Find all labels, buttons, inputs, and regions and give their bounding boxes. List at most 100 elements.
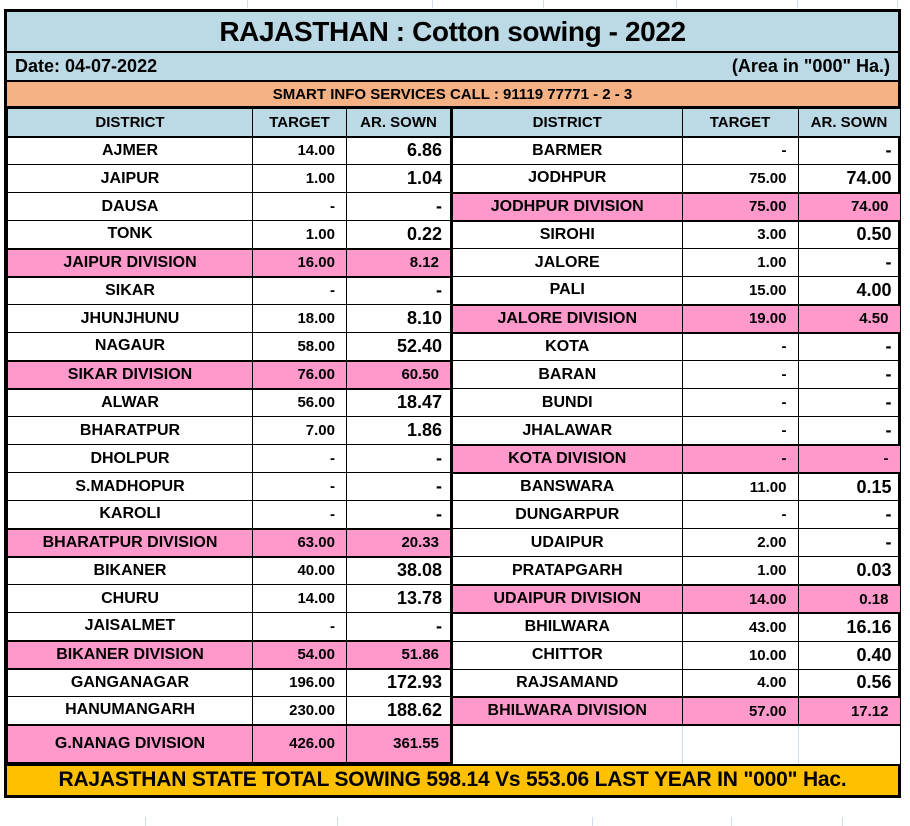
- area-sown-cell: -: [797, 360, 901, 390]
- target-cell: [681, 725, 798, 764]
- right-table: DISTRICT TARGET AR. SOWN BARMER - - JODHPUR…: [451, 108, 901, 764]
- district-row: CHURU 14.00 13.78: [7, 584, 451, 613]
- target-cell: 63.00: [252, 527, 347, 558]
- district-cell: JALORE: [451, 248, 683, 278]
- area-sown-cell: 60.50: [346, 359, 451, 390]
- sheet-gridline: [731, 817, 732, 826]
- district-row: CHITTOR 10.00 0.40: [451, 640, 901, 670]
- target-cell: 15.00: [681, 276, 799, 306]
- target-cell: 7.00: [252, 416, 347, 445]
- area-sown-cell: 13.78: [346, 584, 451, 613]
- district-row: KOTA - -: [451, 332, 901, 362]
- target-cell: 1.00: [681, 556, 799, 586]
- district-row: JODHPUR 75.00 74.00: [451, 164, 901, 194]
- tables-container: DISTRICT TARGET AR. SOWN AJMER 14.00 6.86 J…: [7, 108, 901, 764]
- district-cell: SIKAR DIVISION: [7, 359, 253, 390]
- report-date: Date: 04-07-2022: [15, 56, 158, 76]
- district-cell: HANUMANGARH: [7, 696, 253, 725]
- area-sown-cell: -: [346, 192, 451, 221]
- left-table-body: AJMER 14.00 6.86 JAIPUR 1.00 1.04 DAUSA - - TONK 1…: [7, 136, 451, 764]
- district-row: SIROHI 3.00 0.50: [451, 220, 901, 250]
- area-sown-cell: -: [346, 444, 451, 473]
- division-total-row: BIKANER DIVISION 54.00 51.86: [7, 639, 451, 670]
- target-cell: 3.00: [681, 220, 799, 250]
- target-cell: 40.00: [252, 556, 347, 585]
- state-total-banner: RAJASTHAN STATE TOTAL SOWING 598.14 Vs 5…: [7, 763, 898, 795]
- target-cell: -: [252, 276, 347, 305]
- district-cell: KAROLI: [7, 500, 253, 529]
- sheet-gridline: [842, 817, 843, 826]
- district-row: NAGAUR 58.00 52.40: [7, 332, 451, 361]
- target-cell: 2.00: [681, 528, 799, 558]
- right-header-row: DISTRICT TARGET AR. SOWN: [451, 108, 901, 138]
- area-sown-cell: 0.40: [797, 640, 901, 670]
- target-cell: 4.00: [681, 668, 799, 698]
- division-total-row: BHARATPUR DIVISION 63.00 20.33: [7, 527, 451, 558]
- area-sown-cell: -: [797, 443, 901, 474]
- district-cell: BANSWARA: [451, 472, 683, 502]
- target-cell: -: [681, 360, 799, 390]
- district-row: JALORE 1.00-: [451, 248, 901, 278]
- area-sown-cell: -: [797, 388, 901, 418]
- target-cell: -: [252, 444, 347, 473]
- sheet-gridline: [432, 0, 433, 8]
- district-cell: DUNGARPUR: [451, 500, 683, 530]
- district-cell: JODHPUR DIVISION: [451, 191, 683, 222]
- district-cell: CHURU: [7, 584, 253, 613]
- area-sown-cell: 8.10: [346, 304, 451, 333]
- district-cell: SIKAR: [7, 276, 253, 305]
- district-row: KAROLI - -: [7, 500, 451, 529]
- district-row: BHILWARA 43.00 16.16: [451, 612, 901, 642]
- district-row: BARMER - -: [451, 135, 901, 166]
- district-cell: SIROHI: [451, 220, 683, 250]
- district-cell: KOTA DIVISION: [451, 443, 683, 474]
- district-row: DAUSA - -: [7, 192, 451, 221]
- district-row: JHALAWAR - -: [451, 416, 901, 446]
- target-cell: 56.00: [252, 388, 347, 417]
- target-cell: 14.00: [252, 584, 347, 613]
- district-row: BIKANER 40.00 38.08: [7, 556, 451, 585]
- target-cell: 426.00: [252, 723, 347, 764]
- area-sown-cell: 361.55: [346, 723, 451, 764]
- division-total-row: JODHPUR DIVISION 75.00 74.00: [451, 191, 901, 222]
- district-cell: BHARATPUR: [7, 416, 253, 445]
- area-sown-cell: -: [797, 135, 901, 166]
- target-cell: 75.00: [681, 191, 799, 222]
- district-row: UDAIPUR 2.00-: [451, 528, 901, 558]
- district-row: RAJSAMAND 4.00 0.56: [451, 668, 901, 698]
- district-cell: UDAIPUR: [451, 528, 683, 558]
- area-sown-cell: 4.50: [797, 303, 901, 334]
- target-cell: 1.00: [252, 164, 347, 193]
- district-cell: JAISALMET: [7, 612, 253, 641]
- area-sown-cell: 172.93: [346, 668, 451, 697]
- area-sown-cell: -: [797, 416, 901, 446]
- area-sown-cell: 74.00: [797, 164, 901, 194]
- target-cell: 54.00: [252, 639, 347, 670]
- area-sown-cell: -: [346, 276, 451, 305]
- district-row: BANSWARA 11.00 0.15: [451, 472, 901, 502]
- target-cell: -: [252, 472, 347, 501]
- division-total-row: KOTA DIVISION - -: [451, 443, 901, 474]
- column-header-target: TARGET: [252, 108, 347, 138]
- target-cell: -: [681, 135, 799, 166]
- district-cell: NAGAUR: [7, 332, 253, 361]
- district-row: PALI 15.00 4.00: [451, 276, 901, 306]
- right-table-body: BARMER - - JODHPUR 75.00 74.00 JODHPUR DIVISIO…: [451, 135, 901, 764]
- district-cell: DAUSA: [7, 192, 253, 221]
- district-row: SIKAR - -: [7, 276, 451, 305]
- district-cell: AJMER: [7, 136, 253, 165]
- district-cell: RAJSAMAND: [451, 668, 683, 698]
- column-header-district: DISTRICT: [7, 108, 253, 138]
- target-cell: -: [681, 500, 799, 530]
- division-total-row: BHILWARA DIVISION 57.00 17.12: [451, 696, 901, 727]
- target-cell: 75.00: [681, 164, 799, 194]
- district-cell: PRATAPGARH: [451, 556, 683, 586]
- info-banner: SMART INFO SERVICES CALL : 91119 77771 -…: [7, 82, 898, 108]
- target-cell: 19.00: [681, 303, 799, 334]
- left-header-row: DISTRICT TARGET AR. SOWN: [7, 108, 451, 138]
- area-sown-cell: 0.03: [797, 556, 901, 586]
- area-sown-cell: 38.08: [346, 556, 451, 585]
- district-row: BARAN - -: [451, 360, 901, 390]
- district-cell: JODHPUR: [451, 164, 683, 194]
- district-row: BHARATPUR 7.00 1.86: [7, 416, 451, 445]
